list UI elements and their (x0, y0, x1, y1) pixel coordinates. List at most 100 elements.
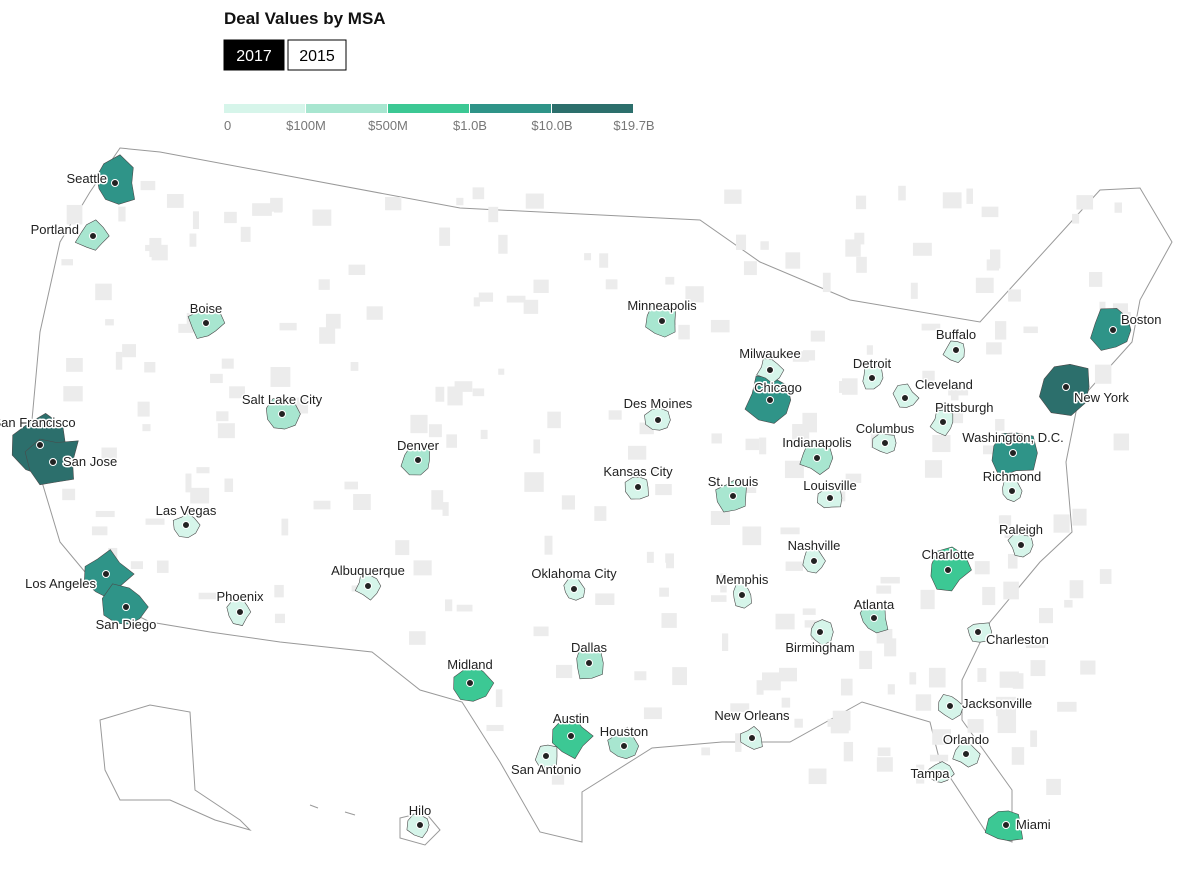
county (145, 518, 165, 525)
county (445, 599, 453, 612)
city-dot (89, 232, 97, 240)
county (678, 324, 690, 340)
county (456, 604, 473, 612)
city-label: Boston (1121, 312, 1161, 327)
year-button[interactable] (287, 39, 347, 71)
city-dot (542, 752, 550, 760)
city-dot (634, 483, 642, 491)
county (924, 460, 943, 478)
county (981, 206, 999, 218)
city-label: Charlotte (922, 547, 975, 562)
city-label: Detroit (853, 356, 892, 371)
legend-swatch (552, 104, 633, 113)
county (950, 392, 959, 401)
legend-label: $500M (368, 118, 408, 133)
county (760, 241, 769, 250)
county (1053, 514, 1070, 533)
county (240, 226, 251, 242)
city-dot (1002, 821, 1010, 829)
alaska-outline (99, 704, 252, 832)
county (810, 330, 825, 342)
county (428, 424, 442, 438)
year-button-label[interactable]: 2015 (299, 48, 335, 65)
county (666, 560, 674, 569)
county (66, 357, 83, 372)
city-label: San Diego (96, 617, 157, 632)
county (802, 350, 816, 361)
city-label: Milwaukee (739, 346, 800, 361)
county (454, 381, 473, 392)
county (185, 473, 192, 493)
county (840, 678, 853, 696)
county (916, 764, 925, 784)
county (759, 437, 767, 455)
county (1030, 730, 1038, 747)
county (710, 319, 730, 333)
city-dot (901, 394, 909, 402)
city-dot (868, 374, 876, 382)
county (944, 411, 964, 424)
city-label: Denver (397, 438, 440, 453)
county (62, 488, 76, 501)
year-button[interactable] (223, 39, 285, 71)
county (1094, 364, 1112, 384)
city-dot (416, 821, 424, 829)
county (785, 252, 801, 269)
legend-label: $100M (286, 118, 326, 133)
county (196, 467, 210, 474)
county (319, 327, 336, 344)
county (743, 261, 757, 276)
county (1030, 660, 1046, 677)
city-dot (414, 456, 422, 464)
year-button-label[interactable]: 2017 (236, 48, 272, 65)
county (710, 595, 727, 602)
city-dot (1009, 449, 1017, 457)
county (880, 576, 900, 584)
city-dot (102, 570, 110, 578)
county (655, 484, 672, 496)
county (594, 506, 607, 521)
county (685, 286, 704, 303)
city-label: Albuquerque (331, 563, 405, 578)
county (998, 515, 1008, 528)
county (312, 209, 332, 226)
city-dot (939, 418, 947, 426)
county (661, 613, 677, 628)
title: Deal Values by MSA (224, 9, 386, 28)
land (29, 147, 1173, 846)
county (533, 279, 549, 293)
county (274, 584, 284, 598)
county (344, 481, 359, 490)
county (830, 724, 849, 734)
county (724, 189, 742, 204)
county (101, 447, 117, 463)
county (431, 490, 444, 510)
county (95, 283, 112, 301)
county (473, 297, 480, 307)
county (975, 277, 994, 293)
county (1007, 553, 1018, 569)
city-label: Los Angeles (25, 576, 96, 591)
county (866, 345, 873, 355)
county (932, 729, 951, 745)
county (1008, 289, 1021, 302)
city-label: San Francisco (0, 415, 76, 430)
county (785, 561, 804, 571)
county (898, 185, 906, 201)
county (1076, 195, 1094, 210)
county (556, 664, 573, 679)
city-label: Orlando (943, 732, 989, 747)
county (350, 362, 359, 371)
county (216, 411, 229, 422)
county (876, 585, 892, 594)
county (561, 495, 576, 510)
county (742, 526, 762, 546)
legend-swatch (470, 104, 551, 113)
city-dot (570, 585, 578, 593)
city-label: Oklahoma City (531, 566, 617, 581)
county (1003, 581, 1019, 600)
county (210, 373, 223, 384)
county (1099, 569, 1112, 584)
city-dot (729, 492, 737, 500)
city-dot (766, 366, 774, 374)
